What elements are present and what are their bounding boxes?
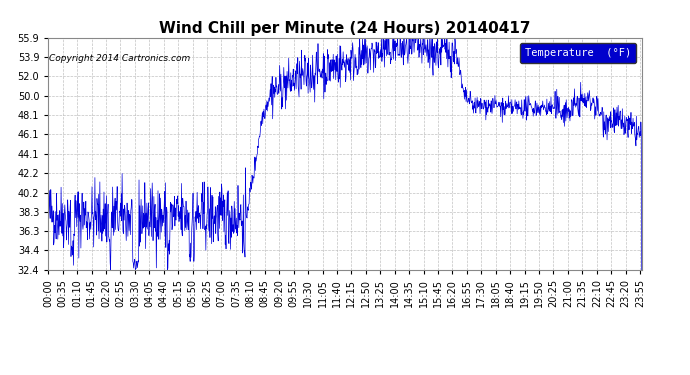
Title: Wind Chill per Minute (24 Hours) 20140417: Wind Chill per Minute (24 Hours) 2014041… (159, 21, 531, 36)
Text: Copyright 2014 Cartronics.com: Copyright 2014 Cartronics.com (50, 54, 190, 63)
Legend: Temperature  (°F): Temperature (°F) (520, 43, 636, 63)
